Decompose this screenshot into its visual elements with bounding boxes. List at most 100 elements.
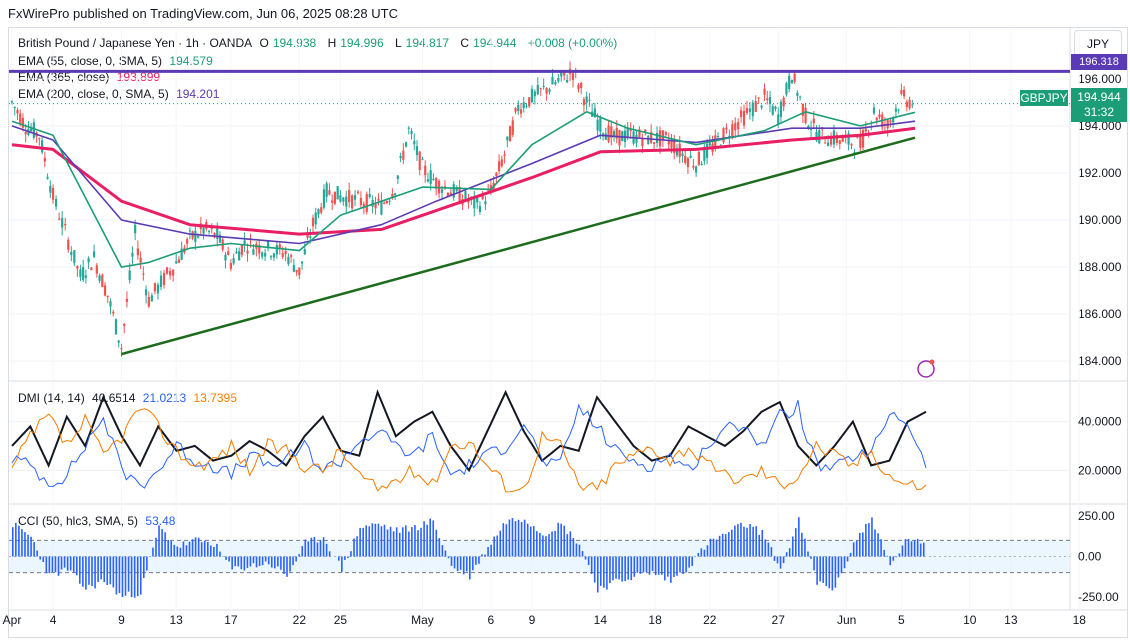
cci-bar	[615, 556, 617, 579]
candle-body	[213, 232, 216, 238]
candle-body	[443, 186, 447, 188]
cci-bar	[295, 556, 297, 562]
candle-body	[615, 127, 618, 139]
candle-body	[708, 143, 711, 146]
candle-body	[859, 135, 862, 148]
candle-body	[856, 137, 859, 139]
candle-body	[551, 77, 554, 85]
candle-body	[452, 184, 455, 198]
cci-bar	[231, 556, 233, 570]
candle-body	[67, 239, 70, 250]
cci-bar	[441, 545, 444, 557]
cci-bar	[587, 556, 590, 566]
cci-bar	[593, 556, 596, 583]
cci-bar	[532, 526, 535, 557]
ema365-legend: EMA (365, close) 193.899	[18, 69, 164, 85]
candle-body	[498, 161, 501, 171]
time-tick-label: 25	[334, 613, 348, 627]
cci-bar	[395, 527, 398, 557]
candle-body	[82, 267, 85, 280]
cci-bar	[371, 523, 374, 557]
candle-body	[449, 192, 452, 196]
candle-body	[571, 73, 575, 80]
cci-bar	[405, 525, 407, 557]
candle-body	[70, 251, 73, 256]
cci-bar	[63, 556, 66, 568]
dmi-label: DMI (14, 14)	[18, 391, 85, 405]
candle-body	[377, 198, 380, 201]
last-price-tag: 194.944 31:32	[1071, 88, 1127, 122]
cci-bar	[523, 519, 526, 557]
cci-bar	[91, 556, 93, 587]
candle-body	[264, 252, 267, 257]
cci-bar	[12, 527, 14, 557]
cci-bar	[280, 556, 282, 570]
currency-button[interactable]: JPY	[1074, 30, 1122, 58]
cci-bar	[167, 539, 169, 557]
cci-bar	[450, 556, 453, 566]
ema55-value: 194.579	[169, 54, 213, 68]
dmi-tick-label: 20.0000	[1078, 463, 1122, 477]
candle-body	[61, 218, 64, 228]
cci-bar	[505, 524, 508, 557]
candle-body	[333, 191, 337, 204]
cci-bar	[164, 532, 166, 557]
cci-bar	[703, 549, 706, 557]
candle-body	[243, 240, 246, 245]
candle-body	[861, 129, 865, 148]
cci-bar	[673, 556, 675, 577]
candle-body	[103, 285, 107, 296]
cci-bar	[356, 536, 358, 557]
chart-frame	[8, 27, 1128, 638]
cci-bar	[880, 539, 882, 557]
price-tick-label: 196.000	[1078, 72, 1122, 86]
cci-bar	[48, 556, 51, 574]
candle-body	[10, 101, 14, 103]
ema200-label: EMA (200, close, 0, SMA, 5)	[18, 87, 169, 101]
candle-body	[495, 172, 498, 177]
candle-body	[824, 142, 827, 144]
cci-bar	[621, 556, 623, 582]
candle-body	[266, 240, 270, 249]
candle-body	[588, 99, 591, 101]
cci-bar	[82, 556, 84, 587]
cci-bar	[304, 539, 307, 557]
cci-bar	[706, 545, 709, 557]
cci-bar	[801, 532, 803, 557]
cci-bar	[581, 551, 584, 557]
cci-bar	[910, 541, 913, 557]
candle-body	[165, 267, 169, 274]
support-trendline	[121, 136, 916, 356]
candle-body	[692, 165, 695, 168]
candle-body	[446, 192, 449, 197]
cci-bar	[240, 556, 243, 570]
candle-body	[745, 108, 749, 113]
candle-body	[790, 79, 794, 84]
cci-bar	[414, 525, 416, 557]
candle-body	[258, 245, 261, 254]
candle-body	[356, 191, 360, 194]
candle-body	[426, 179, 430, 182]
cci-bar	[374, 523, 377, 557]
candle-body	[79, 269, 82, 278]
cci-bar	[572, 538, 575, 557]
cci-bar	[481, 554, 483, 557]
candle-body	[545, 87, 548, 94]
candle-body	[123, 323, 126, 326]
cci-bar	[146, 556, 148, 571]
candle-body	[739, 110, 743, 117]
cci-bar	[316, 542, 319, 557]
cci-bar	[871, 517, 873, 557]
cci-bar	[877, 533, 879, 557]
candle-body	[385, 200, 389, 204]
cci-bar	[529, 526, 532, 557]
candle-body	[728, 135, 731, 137]
time-tick-label: 18	[1073, 613, 1087, 627]
cci-bar	[210, 545, 212, 557]
candle-body	[30, 128, 33, 132]
candle-body	[402, 150, 405, 160]
candle-body	[16, 110, 19, 114]
cci-bar	[737, 524, 739, 557]
candle-body	[623, 130, 627, 142]
